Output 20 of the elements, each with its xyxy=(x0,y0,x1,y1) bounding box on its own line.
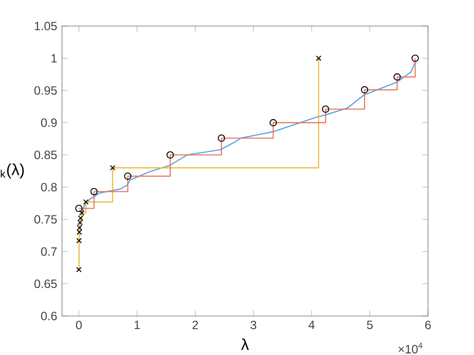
y-tick-label: 0.8 xyxy=(41,182,57,192)
x-tick-label: 5 xyxy=(366,320,373,330)
x-tick-label: 4 xyxy=(308,320,315,329)
y-tick-label: 0.7 xyxy=(41,247,57,256)
text: ×10$^{4}$ xyxy=(398,342,422,354)
x-axis-title: λ xyxy=(241,338,249,350)
y-tick-label: 1 xyxy=(52,54,57,62)
y-tick-label: 0.9 xyxy=(41,118,57,127)
y-tick-label: 1.05 xyxy=(34,22,57,30)
y-tick-label: 0.85 xyxy=(34,150,57,160)
x-tick-label: 6 xyxy=(425,320,431,330)
y-tick-label: 0.75 xyxy=(34,215,57,224)
y-tick-label: 0.65 xyxy=(34,280,57,288)
x-tick-label: 2 xyxy=(192,320,198,330)
x-tick-label: 3 xyxy=(250,320,256,330)
y-axis-title: $_{k}$(λ) xyxy=(0,164,24,178)
x-tick-label: 1 xyxy=(134,320,140,329)
x-tick-label: 0 xyxy=(76,320,82,330)
y-tick-label: 0.95 xyxy=(34,86,57,95)
y-tick-label: 0.6 xyxy=(41,312,57,320)
